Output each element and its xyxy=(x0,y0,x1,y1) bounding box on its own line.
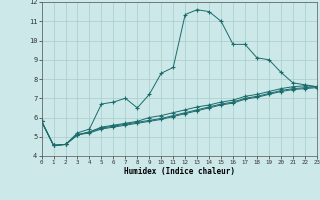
X-axis label: Humidex (Indice chaleur): Humidex (Indice chaleur) xyxy=(124,167,235,176)
